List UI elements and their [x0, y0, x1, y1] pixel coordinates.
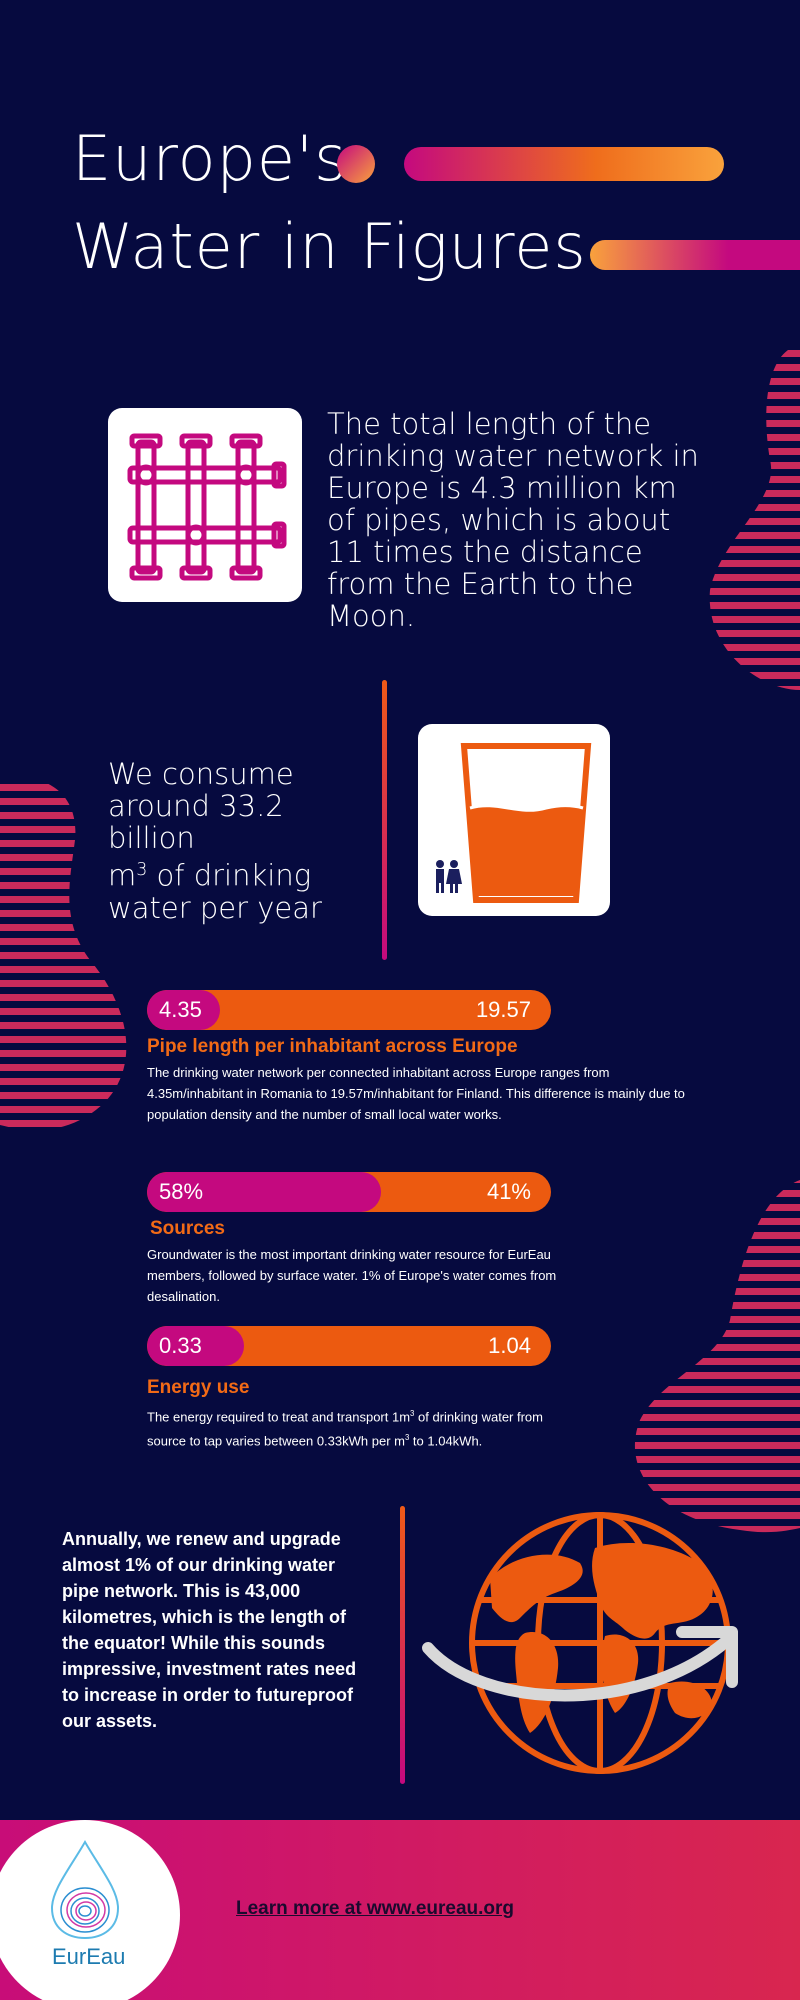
pipe-length-heading: Pipe length per inhabitant across Europe — [147, 1036, 518, 1057]
energy-bar-fill — [147, 1326, 244, 1366]
consumption-unit: m — [108, 858, 137, 893]
energy-desc-part3: to 1.04kWh. — [409, 1433, 483, 1449]
consumption-fact: We consume around 33.2 billion m3 of dri… — [108, 758, 378, 924]
globe-icon — [422, 1512, 738, 1774]
pipes-tile — [108, 408, 302, 602]
energy-heading: Energy use — [147, 1377, 250, 1398]
energy-min-value: 0.33 — [159, 1333, 202, 1358]
consumption-line3: m3 of drinking — [108, 854, 378, 892]
sources-bar-fill — [147, 1172, 382, 1212]
title-dot-decoration — [337, 145, 375, 183]
energy-bar: 0.33 1.04 — [147, 1326, 551, 1366]
consumption-line4: water per year — [108, 890, 322, 925]
consumption-unit-exp: 3 — [136, 860, 148, 880]
groundwater-share-value: 58% — [159, 1179, 204, 1204]
pipes-icon — [127, 433, 287, 581]
energy-desc-part2: of drinking water from source to tap var… — [147, 1409, 543, 1449]
pipe-renewal-fact: Annually, we renew and upgrade almost 1%… — [62, 1529, 357, 1731]
eureau-logo-text: EurEau — [52, 1944, 126, 1969]
consumption-line1: We consume — [108, 757, 294, 791]
pipe-length-description: The drinking water network per connected… — [147, 1065, 685, 1122]
pipe-length-bar: 4.35 19.57 — [147, 990, 551, 1030]
pipe-length-min-value: 4.35 — [159, 997, 202, 1022]
consumption-line2: around 33.2 billion — [108, 789, 284, 855]
water-drop-logo-icon — [50, 1839, 120, 1940]
divider-line-2 — [400, 1506, 405, 1784]
learn-more-link[interactable]: Learn more at www.eureau.org — [236, 1898, 515, 1919]
pipe-network-fact: The total length of the drinking water n… — [327, 407, 699, 633]
sources-heading: Sources — [150, 1218, 225, 1239]
curved-arrow-icon — [422, 1626, 738, 1702]
page-title-line1: Europe's — [72, 122, 348, 195]
surface-water-share-value: 41% — [486, 1179, 531, 1204]
energy-desc-exp2: 3 — [404, 1433, 410, 1443]
people-icon — [436, 860, 462, 893]
eureau-logo — [0, 1820, 180, 2000]
stripe-blob-left — [0, 777, 127, 1130]
consumption-line3-rest: of drinking — [147, 858, 312, 893]
page-title-line2: Water in Figures — [72, 210, 587, 283]
title-bar-decoration-1 — [404, 147, 724, 181]
energy-max-value: 1.04 — [488, 1333, 531, 1358]
water-glass-tile — [418, 724, 610, 916]
stripe-blob-right-top — [709, 345, 800, 690]
energy-desc-part1: The energy required to treat and transpo… — [147, 1409, 411, 1425]
sources-bar: 58% 41% — [147, 1172, 551, 1212]
pipe-length-max-value: 19.57 — [475, 997, 531, 1022]
pipe-length-bar-fill — [147, 990, 220, 1030]
title-bar-decoration-2 — [590, 240, 800, 270]
sources-description: Groundwater is the most important drinki… — [147, 1247, 557, 1304]
water-glass-icon — [436, 743, 592, 903]
energy-desc-exp1: 3 — [410, 1409, 415, 1418]
stripe-blob-right-bottom — [634, 1180, 800, 1533]
energy-description: The energy required to treat and transpo… — [147, 1403, 567, 1452]
divider-line-1 — [382, 680, 387, 960]
